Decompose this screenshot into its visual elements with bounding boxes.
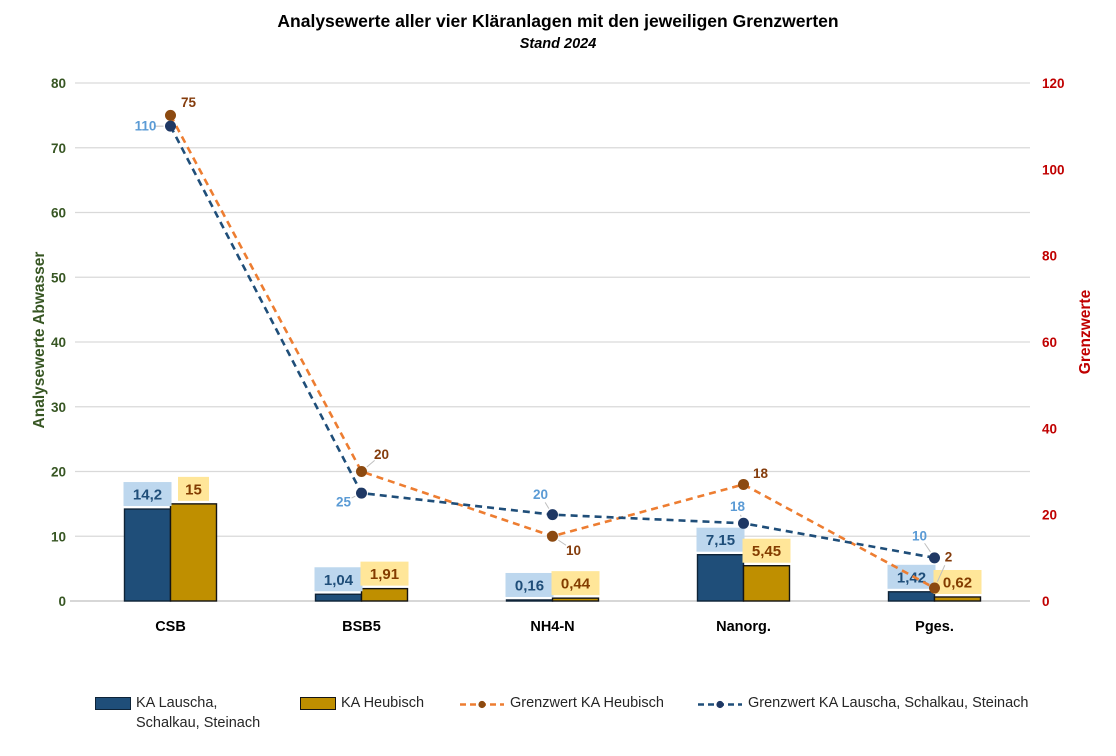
legend-item-line-lauscha: Grenzwert KA Lauscha, Schalkau, Steinach [697,694,1029,714]
legend-item-bar-lauscha: KA Lauscha, Schalkau, Steinach [95,694,273,733]
legend-swatch-line-lauscha [697,698,743,711]
svg-text:7,15: 7,15 [706,532,735,549]
svg-text:60: 60 [51,206,66,221]
svg-text:0,62: 0,62 [943,574,972,591]
svg-text:NH4-N: NH4-N [530,619,574,635]
svg-text:50: 50 [51,270,66,285]
legend-item-line-heubisch: Grenzwert KA Heubisch [459,694,664,714]
svg-text:80: 80 [51,76,66,91]
svg-text:10: 10 [566,543,581,558]
svg-text:2: 2 [945,550,953,565]
svg-text:100: 100 [1042,162,1065,177]
svg-text:1,04: 1,04 [324,572,354,589]
legend-swatch-line-heubisch [459,698,505,711]
chart-subtitle: Stand 2024 [519,36,597,52]
svg-text:0: 0 [58,594,66,609]
svg-text:10: 10 [912,528,927,543]
svg-text:0,44: 0,44 [561,576,591,593]
legend-item-bar-heubisch: KA Heubisch [300,694,424,714]
svg-text:Pges.: Pges. [915,619,954,635]
svg-text:60: 60 [1042,335,1057,350]
legend-label: Grenzwert KA Heubisch [510,695,664,711]
svg-text:1,91: 1,91 [370,566,399,583]
legend: KA Lauscha, Schalkau, Steinach KA Heubis… [0,694,1116,750]
svg-text:BSB5: BSB5 [342,619,381,635]
svg-text:1,42: 1,42 [897,569,926,586]
chart-title: Analysewerte aller vier Kläranlagen mit … [277,11,839,31]
svg-text:110: 110 [135,119,157,134]
svg-text:25: 25 [336,495,352,510]
svg-text:20: 20 [1042,508,1057,523]
legend-label: KA Heubisch [341,695,425,711]
svg-text:20: 20 [51,465,66,480]
legend-label: KA Lauscha, Schalkau, Steinach [136,695,261,731]
svg-text:20: 20 [533,487,548,502]
svg-text:5,45: 5,45 [752,543,781,560]
svg-text:14,2: 14,2 [133,487,162,504]
svg-text:10: 10 [51,529,66,544]
svg-text:0,16: 0,16 [515,577,544,594]
svg-text:75: 75 [181,95,197,110]
svg-text:80: 80 [1042,249,1057,264]
legend-label: Grenzwert KA Lauscha, Schalkau, Steinach [748,695,1029,711]
svg-text:40: 40 [1042,421,1057,436]
legend-swatch-bar-lauscha [95,697,131,710]
svg-text:30: 30 [51,400,66,415]
svg-text:70: 70 [51,141,66,156]
svg-text:20: 20 [374,447,389,462]
svg-text:Nanorg.: Nanorg. [716,619,771,635]
svg-text:120: 120 [1042,76,1065,91]
svg-text:CSB: CSB [155,619,186,635]
svg-text:18: 18 [730,499,746,514]
svg-text:0: 0 [1042,594,1050,609]
svg-text:40: 40 [51,335,66,350]
svg-text:18: 18 [753,466,769,481]
svg-text:15: 15 [185,481,202,498]
legend-swatch-bar-heubisch [300,697,336,710]
